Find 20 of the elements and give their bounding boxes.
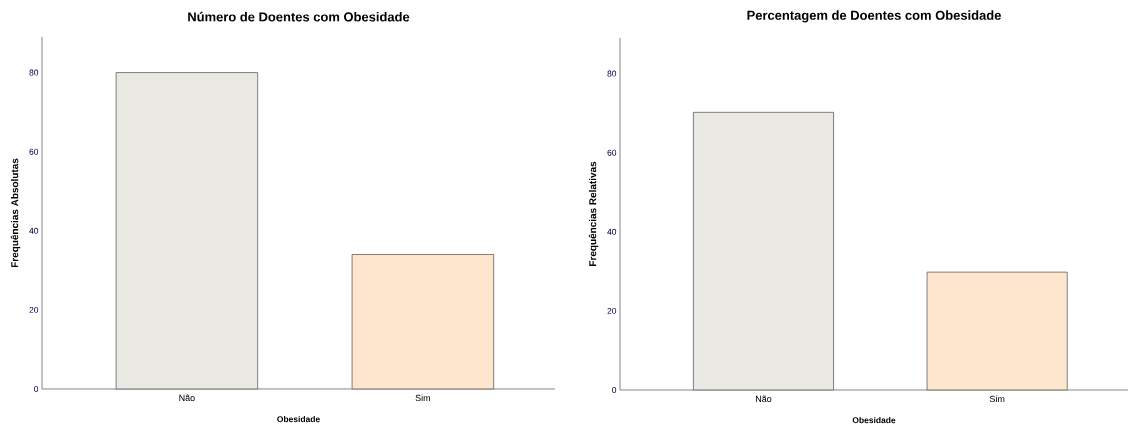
y-tick-label: 40	[607, 228, 617, 235]
chart-title: Número de Doentes com Obesidade	[188, 11, 410, 22]
y-tick-label: 60	[607, 149, 617, 156]
chart-title: Percentagem de Doentes com Obesidade	[747, 10, 1001, 23]
y-tick-label: 80	[607, 70, 617, 77]
y-tick-label: 20	[29, 306, 39, 313]
y-tick-label: 80	[29, 69, 39, 76]
y-tick-label: 40	[29, 227, 39, 234]
y-tick-label: 60	[29, 148, 39, 155]
x-axis-title: Obesidade	[852, 416, 896, 424]
y-tick-label: 20	[607, 307, 617, 314]
x-tick-label: Sim	[415, 394, 430, 402]
y-tick-label: 0	[34, 385, 39, 392]
x-tick-label: Sim	[989, 395, 1005, 403]
x-tick-label: Não	[179, 394, 195, 402]
x-tick-label: Não	[755, 395, 772, 403]
y-axis-title: Frequências Absolutas	[10, 158, 21, 268]
x-axis-title: Obesidade	[277, 415, 320, 423]
y-axis-title: Frequências Relativas	[588, 161, 599, 266]
y-tick-label: 0	[612, 386, 617, 393]
